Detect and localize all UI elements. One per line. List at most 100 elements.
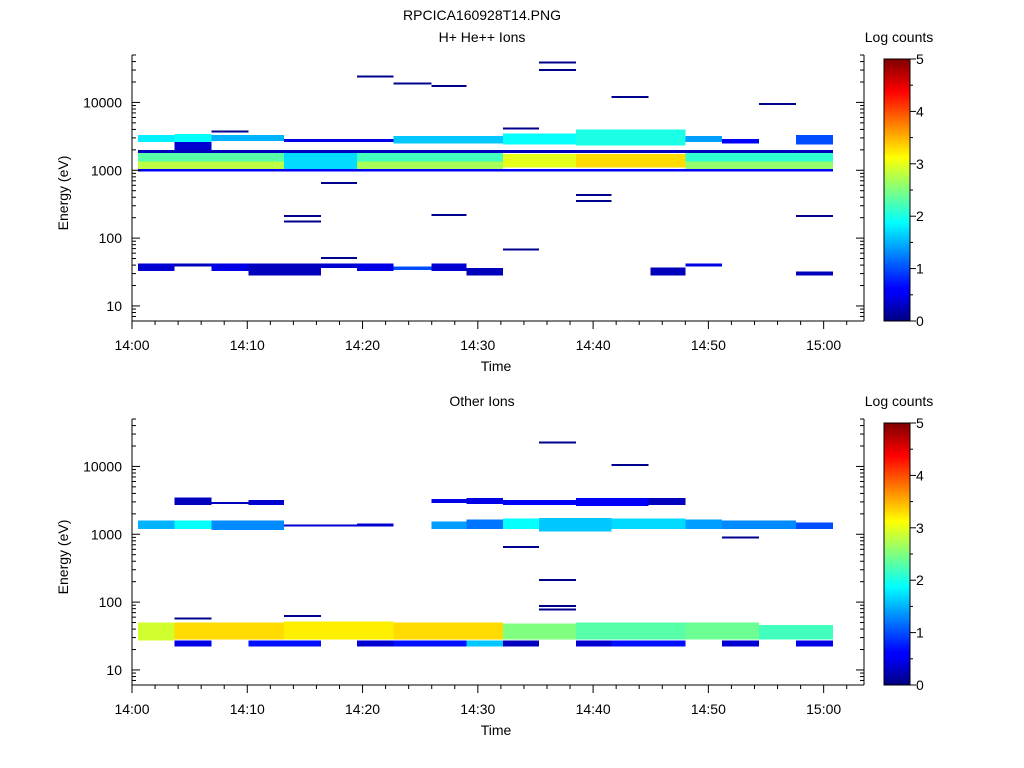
heatmap-cell xyxy=(650,267,686,276)
heatmap-segment xyxy=(431,84,467,87)
heatmap-cell xyxy=(248,640,321,647)
heatmap-segment xyxy=(503,546,539,548)
heatmap-cell xyxy=(174,134,212,143)
heatmap-segment xyxy=(575,194,612,197)
y-tick-label: 100 xyxy=(99,230,123,246)
heatmap-segment xyxy=(174,617,212,620)
heatmap-cell xyxy=(174,622,285,640)
x-tick-label: 15:00 xyxy=(806,701,841,717)
heatmap-cell xyxy=(722,520,796,529)
heatmap-cell xyxy=(685,161,833,169)
heatmap-segment xyxy=(431,213,467,216)
heatmap-cell xyxy=(503,518,539,529)
heatmap-segment xyxy=(538,61,576,64)
y-tick-label: 10 xyxy=(106,662,122,678)
colorbar-tick-label: 5 xyxy=(916,415,924,431)
colorbar-label: Log counts xyxy=(865,393,934,409)
heatmap-segment xyxy=(284,615,322,618)
heatmap-cell xyxy=(137,161,285,169)
heatmap-cell xyxy=(796,522,833,529)
heatmap-segment xyxy=(356,75,394,78)
colorbar-tick-label: 1 xyxy=(916,625,924,641)
heatmap-cell xyxy=(575,622,686,640)
y-tick-label: 100 xyxy=(99,594,123,610)
heatmap-cell xyxy=(685,136,723,143)
x-tick-label: 14:00 xyxy=(114,701,149,717)
heatmap-cell xyxy=(466,640,504,647)
x-tick-label: 14:50 xyxy=(691,337,726,353)
heatmap-cell xyxy=(356,640,394,647)
heatmap-cell xyxy=(137,135,175,143)
heatmap-cell xyxy=(356,263,394,271)
heatmap-cell xyxy=(722,640,760,647)
heatmap-cell xyxy=(211,263,249,271)
heatmap-cell xyxy=(174,640,212,647)
heatmap-cell xyxy=(137,622,175,641)
heatmap-cell xyxy=(174,263,212,267)
colorbar-tick-label: 3 xyxy=(916,156,924,172)
y-tick-label: 10000 xyxy=(83,458,122,474)
heatmap-cell xyxy=(137,152,285,162)
panel-title: Other Ions xyxy=(449,393,514,409)
heatmap-cell xyxy=(685,622,760,640)
colorbar xyxy=(883,422,911,686)
heatmap-cell xyxy=(174,520,212,529)
heatmap-cell xyxy=(685,519,723,529)
heatmap-cell xyxy=(575,153,686,168)
x-tick-label: 14:10 xyxy=(230,337,265,353)
heatmap-cell xyxy=(393,640,467,647)
colorbar-tick-label: 4 xyxy=(916,467,924,483)
heatmap-cell xyxy=(431,263,467,271)
heatmap-segment xyxy=(538,441,576,444)
y-axis-label: Energy (eV) xyxy=(55,156,71,231)
y-tick-label: 1000 xyxy=(91,162,122,178)
colorbar-tick-label: 3 xyxy=(916,520,924,536)
heatmap-cell xyxy=(796,135,833,145)
heatmap-segment xyxy=(321,182,357,184)
heatmap-cell xyxy=(503,500,576,505)
heatmap-cell xyxy=(685,263,723,267)
colorbar xyxy=(883,58,911,322)
heatmap-segment xyxy=(321,256,357,259)
heatmap-cell xyxy=(575,640,612,647)
heatmap-cell xyxy=(137,520,175,529)
heatmap-segment xyxy=(393,82,432,85)
heatmap-cell xyxy=(611,640,686,647)
heatmap-cell xyxy=(248,263,321,276)
heatmap-cell xyxy=(174,497,212,505)
heatmap-cell xyxy=(137,168,833,172)
colorbar-tick-label: 5 xyxy=(916,51,924,67)
heatmap-cell xyxy=(611,518,686,529)
y-tick-label: 10000 xyxy=(83,94,122,110)
heatmap-segment xyxy=(538,608,576,611)
colorbar-tick-label: 4 xyxy=(916,103,924,119)
heatmap-segment xyxy=(503,127,539,130)
heatmap-segment xyxy=(284,220,322,223)
heatmap-cell xyxy=(174,142,212,150)
x-tick-label: 14:20 xyxy=(345,337,380,353)
heatmap-segment xyxy=(284,215,322,218)
heatmap-cell xyxy=(393,136,504,144)
heatmap-cell xyxy=(393,622,504,640)
heatmap-cell xyxy=(503,623,576,640)
heatmap-cell xyxy=(796,271,833,276)
heatmap-cell xyxy=(431,499,467,503)
heatmap-cell xyxy=(466,498,504,504)
heatmap-cell xyxy=(466,519,504,529)
x-axis-label: Time xyxy=(481,358,512,374)
x-tick-label: 14:00 xyxy=(114,337,149,353)
colorbar-tick-label: 2 xyxy=(916,208,924,224)
heatmap-cell xyxy=(356,161,504,169)
heatmap-cell xyxy=(211,501,249,504)
heatmap-cell xyxy=(284,621,394,640)
page-title: RPCICA160928T14.PNG xyxy=(403,7,561,23)
heatmap-cell xyxy=(431,521,467,529)
heatmap-cell xyxy=(759,625,833,640)
heatmap-segment xyxy=(503,248,539,251)
heatmap-cell xyxy=(356,152,504,162)
heatmap-cell xyxy=(503,133,576,145)
